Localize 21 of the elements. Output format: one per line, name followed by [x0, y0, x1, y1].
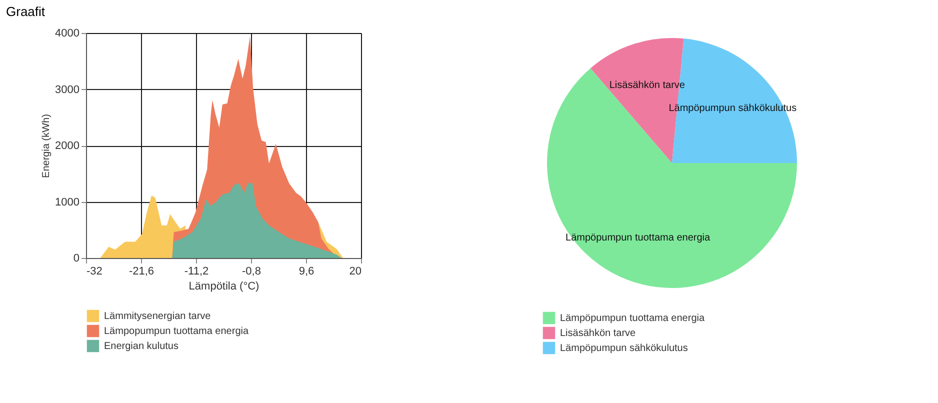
y-tick-label: 3000 — [55, 84, 80, 96]
x-tick-label: -21,6 — [128, 266, 154, 278]
legend-label: Lämpöpumpun tuottama energia — [560, 313, 705, 324]
x-tick-label: -0,8 — [242, 266, 261, 278]
x-axis-title: Lämpötila (°C) — [188, 280, 260, 292]
legend-label: Lämpopumpun tuottama energia — [104, 326, 249, 337]
legend-label: Energian kulutus — [104, 341, 178, 352]
x-tick-label: 20 — [349, 266, 362, 278]
legend-label: Lämpöpumpun sähkökulutus — [560, 343, 688, 354]
legend-label: Lämmitysenergian tarve — [104, 311, 212, 322]
legend-label: Lisäsähkön tarve — [560, 328, 636, 339]
y-tick-label: 2000 — [55, 140, 80, 152]
x-tick-label: -11,2 — [184, 266, 209, 278]
y-tick-label: 1000 — [55, 196, 80, 208]
y-axis-title: Energia (kWh) — [41, 114, 52, 178]
pie-slice — [547, 68, 797, 288]
x-tick-label: 9,6 — [298, 266, 314, 278]
y-tick-label: 4000 — [55, 28, 80, 40]
chart-title: Graafit — [6, 4, 46, 19]
x-tick-label: -32 — [86, 266, 102, 278]
y-tick-label: 0 — [73, 252, 80, 264]
